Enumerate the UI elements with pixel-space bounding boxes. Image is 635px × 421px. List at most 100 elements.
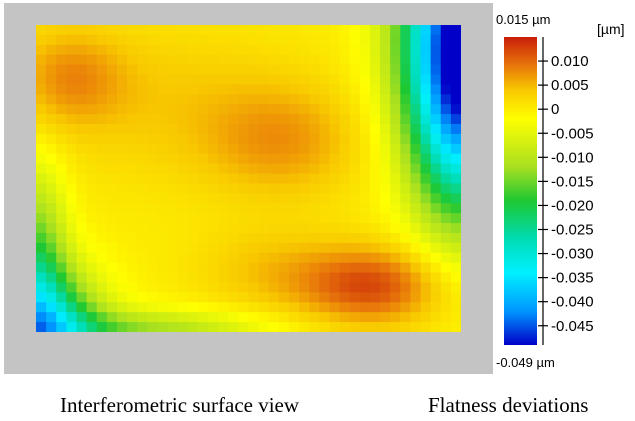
heatmap-cell xyxy=(410,64,422,76)
heatmap-cell xyxy=(36,44,47,56)
heatmap-cell xyxy=(339,54,351,66)
heatmap-cell xyxy=(319,74,331,86)
heatmap-cell xyxy=(299,312,310,323)
heatmap-cell xyxy=(238,153,250,165)
heatmap-cell xyxy=(248,34,260,46)
heatmap-cell xyxy=(400,232,412,244)
heatmap-cell xyxy=(309,104,320,115)
heatmap-cell xyxy=(197,64,209,76)
heatmap-cell xyxy=(127,322,138,332)
heatmap-cell xyxy=(56,302,67,313)
heatmap-cell xyxy=(430,232,442,244)
heatmap-cell xyxy=(349,302,361,313)
heatmap-cell xyxy=(238,262,250,274)
heatmap-cell xyxy=(258,84,270,95)
heatmap-cell xyxy=(268,292,280,303)
heatmap-cell xyxy=(440,282,452,293)
heatmap-cell xyxy=(228,114,239,125)
heatmap-cell xyxy=(319,143,331,155)
colorbar-tick-label: -0.030 xyxy=(551,246,594,263)
heatmap-cell xyxy=(349,124,361,135)
heatmap-cell xyxy=(329,262,341,274)
heatmap-cell xyxy=(76,114,88,125)
heatmap-cell xyxy=(359,44,371,56)
heatmap-cell xyxy=(440,64,452,76)
heatmap-cell xyxy=(339,203,351,214)
heatmap-cell xyxy=(319,25,331,36)
heatmap-cell xyxy=(430,74,442,86)
heatmap-cell xyxy=(319,203,331,214)
heatmap-cell xyxy=(96,302,108,313)
heatmap-cell xyxy=(197,223,209,234)
heatmap-cell xyxy=(440,34,452,46)
heatmap-cell xyxy=(329,84,341,95)
heatmap-cell xyxy=(400,143,412,155)
heatmap-cell xyxy=(197,104,209,115)
heatmap-cell xyxy=(36,232,47,244)
heatmap-cell xyxy=(309,84,320,95)
heatmap-cell xyxy=(228,74,239,86)
heatmap-cell xyxy=(208,84,219,95)
heatmap-cell xyxy=(56,143,67,155)
heatmap-cell xyxy=(359,252,371,264)
heatmap-cell xyxy=(157,74,169,86)
heatmap-cell xyxy=(369,292,381,303)
heatmap-cell xyxy=(238,94,250,105)
caption-surface-view: Interferometric surface view xyxy=(60,393,300,417)
heatmap-cell xyxy=(359,114,371,125)
heatmap-cell xyxy=(36,114,47,125)
heatmap-cell xyxy=(339,124,351,135)
heatmap-cell xyxy=(339,104,351,115)
heatmap-cell xyxy=(96,292,108,303)
heatmap-cell xyxy=(420,44,432,56)
heatmap-cell xyxy=(208,163,219,175)
heatmap-cell xyxy=(106,143,118,155)
heatmap-cell xyxy=(380,64,391,76)
heatmap-cell xyxy=(116,94,128,105)
heatmap-cell xyxy=(197,133,209,145)
heatmap-cell xyxy=(369,242,381,254)
heatmap-cell xyxy=(177,312,189,323)
colorbar-unit-label: [µm] xyxy=(597,21,625,37)
colorbar-min-label: -0.049 µm xyxy=(496,355,555,370)
heatmap-cell xyxy=(420,104,432,115)
heatmap-cell xyxy=(400,193,412,204)
heatmap-cell xyxy=(147,124,159,135)
heatmap-cell xyxy=(116,193,128,204)
heatmap-cell xyxy=(228,213,239,224)
heatmap-cell xyxy=(299,272,310,284)
heatmap-cell xyxy=(96,213,108,224)
heatmap-cell xyxy=(56,104,67,115)
heatmap-cell xyxy=(56,74,67,86)
heatmap-cell xyxy=(127,64,138,76)
heatmap-cell xyxy=(258,223,270,234)
heatmap-cell xyxy=(309,213,320,224)
heatmap-cell xyxy=(116,74,128,86)
heatmap-cell xyxy=(137,282,148,293)
heatmap-cell xyxy=(288,173,300,185)
heatmap-cell xyxy=(288,153,300,165)
heatmap-cell xyxy=(46,292,57,303)
heatmap-cell xyxy=(56,84,67,95)
heatmap-cell xyxy=(349,183,361,194)
heatmap-cell xyxy=(359,104,371,115)
heatmap-cell xyxy=(86,64,98,76)
heatmap-cell xyxy=(380,312,391,323)
heatmap-cell xyxy=(106,252,118,264)
heatmap-cell xyxy=(56,272,67,284)
heatmap-cell xyxy=(339,302,351,313)
heatmap-cell xyxy=(329,44,341,56)
heatmap-cell xyxy=(339,223,351,234)
heatmap-cell xyxy=(96,173,108,185)
heatmap-cell xyxy=(248,242,260,254)
heatmap-cell xyxy=(106,44,118,56)
heatmap-cell xyxy=(116,84,128,95)
heatmap-cell xyxy=(137,213,148,224)
heatmap-cell xyxy=(76,84,88,95)
heatmap-cell xyxy=(116,153,128,165)
heatmap-cell xyxy=(329,173,341,185)
heatmap-cell xyxy=(197,322,209,332)
heatmap-cell xyxy=(390,213,401,224)
heatmap-cell xyxy=(349,34,361,46)
heatmap-cell xyxy=(440,252,452,264)
